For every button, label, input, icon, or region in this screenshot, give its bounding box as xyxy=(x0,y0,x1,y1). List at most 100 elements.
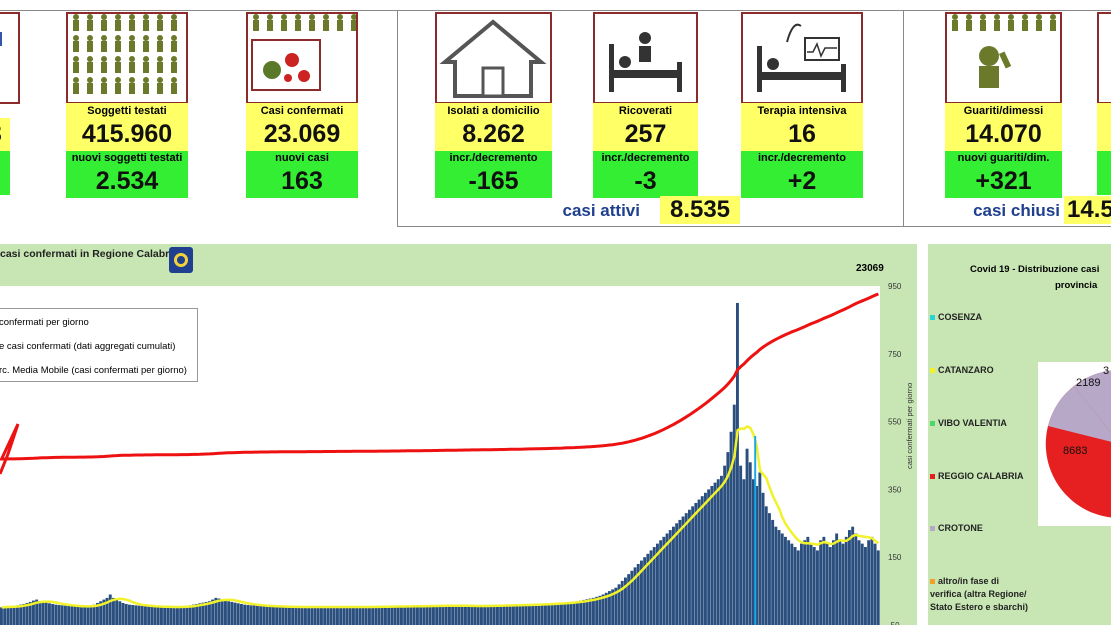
person-figure xyxy=(952,14,958,31)
pie-title-2: provincia xyxy=(1055,280,1098,291)
daily-bar xyxy=(403,606,407,625)
chart-legend: confermati per giorno e casi confermati … xyxy=(0,308,198,382)
daily-bar xyxy=(614,587,618,625)
recovered-person-icon xyxy=(952,14,1056,88)
daily-bar xyxy=(732,404,736,625)
daily-bar xyxy=(67,606,71,625)
person-figure xyxy=(157,35,163,52)
daily-bar xyxy=(444,605,448,625)
virus-icon xyxy=(251,14,356,91)
daily-bar xyxy=(684,513,688,625)
daily-bar xyxy=(441,605,445,625)
daily-bar xyxy=(806,536,810,625)
cosenza-swatch xyxy=(930,315,935,321)
daily-bar xyxy=(531,604,535,625)
daily-bar xyxy=(588,598,592,625)
daily-bar xyxy=(483,606,487,625)
hospital-bed-card xyxy=(593,12,698,104)
daily-bar xyxy=(326,607,330,625)
person-figure xyxy=(994,14,1000,31)
y-tick-label: 950 xyxy=(888,282,902,291)
daily-bar xyxy=(876,550,880,625)
pie-legend-vibo: VIBO VALENTIA xyxy=(930,418,1007,428)
daily-bar xyxy=(182,606,186,625)
person-figure xyxy=(73,77,79,94)
tests-icon-card xyxy=(0,12,20,104)
daily-bar xyxy=(844,536,848,625)
nuovi-soggetti-value: 2.534 xyxy=(66,165,188,198)
daily-bar xyxy=(329,607,333,625)
catanzaro-swatch xyxy=(930,368,935,374)
daily-bar xyxy=(774,526,778,625)
daily-bar xyxy=(560,602,563,625)
cumulative-line xyxy=(0,292,879,475)
daily-bar xyxy=(179,606,183,625)
daily-bar xyxy=(230,601,234,625)
daily-bar xyxy=(19,604,23,625)
pie-legend-reggio: REGGIO CALABRIA xyxy=(930,471,1024,481)
daily-bar xyxy=(310,607,314,625)
daily-bar xyxy=(284,607,288,625)
partial-card xyxy=(1097,12,1111,104)
pie-legend-vibo-label: VIBO VALENTIA xyxy=(938,418,1007,428)
daily-bar xyxy=(44,602,48,625)
casi-chiusi-label: casi chiusi xyxy=(973,201,1060,220)
daily-bar xyxy=(764,506,768,625)
daily-bar xyxy=(867,540,871,625)
daily-bar xyxy=(304,607,307,625)
legend-daily: confermati per giorno xyxy=(0,317,89,328)
daily-bar xyxy=(627,574,631,625)
daily-bar xyxy=(115,599,119,625)
person-figure xyxy=(980,14,986,31)
right-axis-strip xyxy=(880,286,917,625)
person-figure xyxy=(171,35,177,52)
daily-bar xyxy=(745,448,749,625)
daily-bar xyxy=(281,606,285,625)
daily-bar xyxy=(665,533,669,625)
person-figure xyxy=(143,35,149,52)
daily-bar xyxy=(220,599,224,625)
daily-bar xyxy=(352,607,355,625)
daily-bar xyxy=(390,606,394,625)
home-card xyxy=(435,12,552,104)
people-grid-card xyxy=(66,12,188,104)
daily-bar xyxy=(739,465,743,625)
daily-bar xyxy=(320,607,323,625)
daily-bar xyxy=(150,606,154,625)
daily-bar xyxy=(451,605,455,625)
daily-bar xyxy=(156,607,160,625)
daily-bar xyxy=(502,605,506,625)
person-figure xyxy=(323,14,329,31)
daily-bar xyxy=(803,540,807,625)
daily-bar xyxy=(214,597,218,625)
daily-bar xyxy=(73,606,77,625)
daily-bar xyxy=(697,499,701,625)
pie-legend-catanzaro-label: CATANZARO xyxy=(938,365,994,375)
daily-bar xyxy=(480,606,483,625)
pie-title-1: Covid 19 - Distribuzione casi xyxy=(970,264,1100,275)
daily-bar xyxy=(419,606,423,625)
casi-attivi-value: 8.535 xyxy=(660,196,740,224)
daily-bar xyxy=(716,479,720,625)
emblem-icon xyxy=(174,253,188,267)
daily-bar xyxy=(307,607,311,625)
card0-value: 3 xyxy=(0,118,10,151)
daily-bar xyxy=(672,526,675,625)
daily-bar xyxy=(6,606,10,625)
pie-slice-crotone xyxy=(1074,370,1111,433)
daily-bar xyxy=(870,536,874,625)
daily-bar xyxy=(710,486,714,625)
daily-bar xyxy=(838,540,842,625)
daily-bar xyxy=(624,577,627,625)
daily-bar xyxy=(544,603,547,625)
daily-bar xyxy=(172,607,176,625)
daily-bar xyxy=(496,605,499,625)
pie-label-reggio: 8683 xyxy=(1063,445,1087,457)
person-figure xyxy=(101,14,107,31)
person-figure xyxy=(253,14,259,31)
daily-bar xyxy=(848,530,851,625)
home-icon xyxy=(439,19,547,98)
daily-bar xyxy=(604,592,608,625)
daily-bar xyxy=(358,607,362,625)
daily-bar xyxy=(396,606,400,625)
